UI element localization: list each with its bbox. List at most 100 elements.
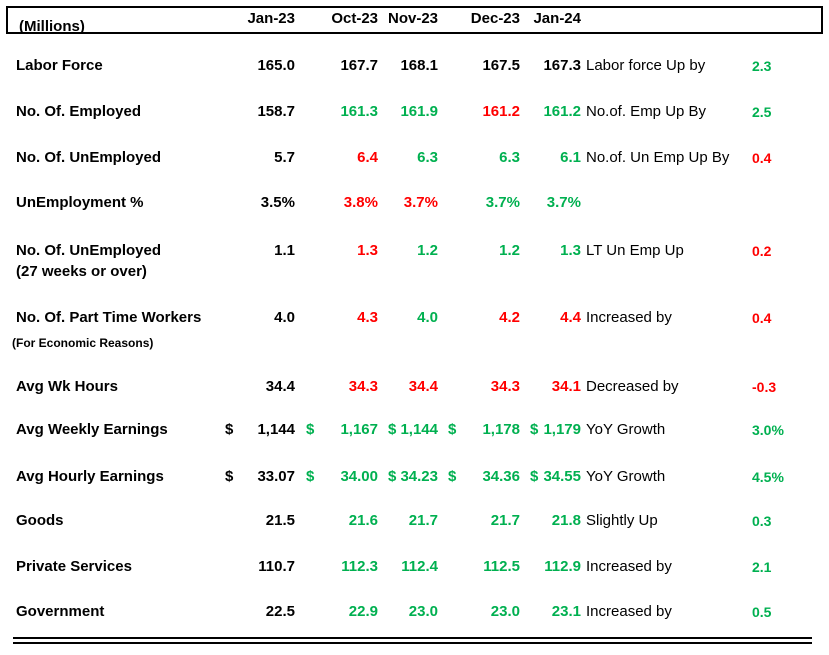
table-row: No. Of. Employed 158.7 161.3 161.9 161.2…	[0, 101, 829, 123]
cell-jan23: 110.7	[225, 556, 295, 578]
cell-oct23: 21.6	[306, 510, 378, 532]
cell-dec23: 1.2	[448, 240, 520, 262]
cell-value: 21.7	[490, 512, 520, 529]
cell-value: 6.3	[499, 149, 520, 166]
cell-nov23: $1,144	[388, 419, 438, 441]
cell-nov23: 112.4	[388, 556, 438, 578]
cell-value: 161.3	[340, 103, 378, 120]
row-sublabel: (For Economic Reasons)	[12, 336, 154, 350]
cell-jan23: 34.4	[225, 376, 295, 398]
cell-dec23: 167.5	[448, 55, 520, 77]
cell-value: 23.0	[490, 603, 520, 620]
cell-value: 34.36	[482, 468, 520, 485]
cell-jan23: 21.5	[225, 510, 295, 532]
cell-value: 110.7	[258, 558, 295, 575]
cell-oct23: 34.3	[306, 376, 378, 398]
currency-symbol: $	[530, 421, 539, 438]
row-label: No. Of. Part Time Workers	[16, 309, 202, 326]
column-header-jan23: Jan-23	[247, 10, 295, 27]
row-change: 2.1	[752, 559, 772, 575]
row-label: No. Of. UnEmployed	[16, 242, 162, 259]
currency-symbol: $	[225, 468, 234, 485]
cell-value: 1,144	[400, 421, 438, 438]
cell-value: 1.2	[417, 242, 438, 259]
cell-jan23: 1.1	[225, 240, 295, 262]
row-change: 0.3	[752, 513, 772, 529]
cell-jan24: 21.8	[530, 510, 581, 532]
cell-oct23: 6.4	[306, 147, 378, 169]
row-change: 0.4	[752, 310, 772, 326]
currency-symbol: $	[530, 468, 539, 485]
cell-value: 34.3	[348, 378, 378, 395]
cell-value: 3.7%	[485, 194, 520, 211]
cell-value: 112.5	[483, 558, 520, 575]
cell-nov23: 3.7%	[388, 192, 438, 214]
header-row: (Millions)	[6, 6, 823, 35]
cell-jan24: 161.2	[530, 101, 581, 123]
cell-nov23: $34.23	[388, 466, 438, 488]
row-comment: Slightly Up	[586, 512, 658, 529]
row-comment: Decreased by	[586, 378, 679, 395]
cell-jan24: 3.7%	[530, 192, 581, 214]
row-label: Private Services	[16, 558, 132, 575]
cell-jan24: 34.1	[530, 376, 581, 398]
row-change: 0.4	[752, 150, 772, 166]
cell-value: 1,167	[340, 421, 378, 438]
cell-value: 6.3	[417, 149, 438, 166]
cell-jan24: 167.3	[530, 55, 581, 77]
row-change: 0.5	[752, 604, 772, 620]
cell-value: 3.8%	[343, 194, 378, 211]
row-comment: Increased by	[586, 558, 672, 575]
cell-value: 167.7	[340, 57, 378, 74]
row-change: 2.3	[752, 58, 772, 74]
cell-value: 34.4	[265, 378, 295, 395]
cell-nov23: 21.7	[388, 510, 438, 532]
row-label: Avg Hourly Earnings	[16, 468, 164, 485]
cell-value: 4.0	[417, 309, 438, 326]
cell-jan24: 4.4	[530, 307, 581, 329]
cell-value: 1.2	[499, 242, 520, 259]
row-label: Government	[16, 603, 105, 620]
cell-value: 1.3	[357, 242, 378, 259]
cell-oct23: 4.3	[306, 307, 378, 329]
cell-value: 23.0	[408, 603, 438, 620]
currency-symbol: $	[448, 421, 457, 438]
cell-jan24: 6.1	[530, 147, 581, 169]
cell-value: 161.2	[543, 103, 581, 120]
row-comment: LT Un Emp Up	[586, 242, 684, 259]
cell-value: 1,179	[543, 421, 581, 438]
cell-dec23: 112.5	[448, 556, 520, 578]
row-comment: Increased by	[586, 603, 672, 620]
cell-jan24: $1,179	[530, 419, 581, 441]
cell-value: 21.8	[551, 512, 581, 529]
cell-value: 4.3	[357, 309, 378, 326]
table-row: Avg Weekly Earnings $1,144 $1,167 $1,144…	[0, 419, 829, 441]
cell-value: 34.3	[490, 378, 520, 395]
cell-value: 1,178	[482, 421, 520, 438]
currency-symbol: $	[388, 468, 397, 485]
column-header-nov23: Nov-23	[388, 10, 439, 27]
cell-value: 1,144	[257, 421, 295, 438]
row-comment: No.of. Un Emp Up By	[586, 149, 730, 166]
cell-nov23: 1.2	[388, 240, 438, 262]
cell-value: 21.7	[408, 512, 438, 529]
cell-value: 1.3	[560, 242, 581, 259]
table-row: Avg Hourly Earnings $33.07 $34.00 $34.23…	[0, 466, 829, 488]
column-header-dec23: Dec-23	[470, 10, 520, 27]
cell-value: 6.4	[357, 149, 378, 166]
table-row: Goods 21.5 21.6 21.7 21.7 21.8 Slightly …	[0, 510, 829, 532]
cell-value: 161.2	[482, 103, 520, 120]
cell-jan23: 3.5%	[225, 192, 295, 214]
cell-value: 167.5	[482, 57, 520, 74]
unit-label: (Millions)	[19, 18, 85, 35]
cell-value: 34.23	[400, 468, 438, 485]
cell-jan24: $34.55	[530, 466, 581, 488]
cell-jan23: 22.5	[225, 601, 295, 623]
cell-value: 21.6	[348, 512, 378, 529]
column-header-oct23: Oct-23	[331, 10, 378, 27]
cell-jan23: 4.0	[225, 307, 295, 329]
table-row: Government 22.5 22.9 23.0 23.0 23.1 Incr…	[0, 601, 829, 623]
cell-jan23: $33.07	[225, 466, 295, 488]
row-label: Goods	[16, 512, 64, 529]
